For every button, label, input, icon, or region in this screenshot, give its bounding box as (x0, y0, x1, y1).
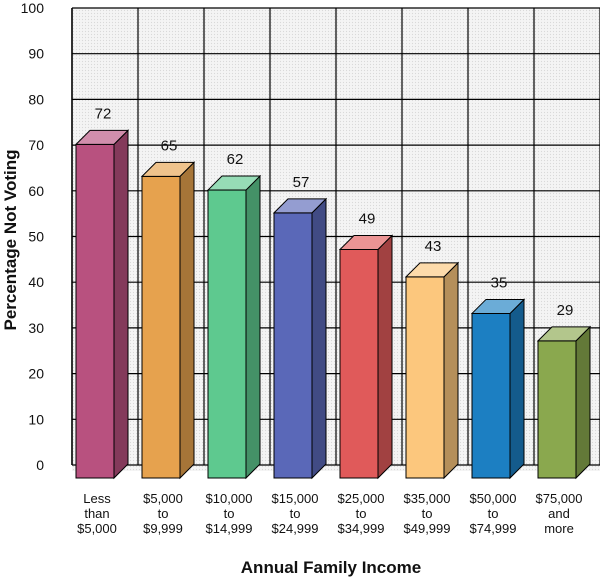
bar-value-label: 29 (557, 302, 574, 319)
bar (140, 161, 196, 480)
y-tick-label: 50 (28, 229, 44, 245)
y-tick-label: 100 (21, 0, 45, 16)
y-tick-label: 40 (28, 274, 44, 290)
y-tick-label: 10 (28, 411, 44, 427)
bar (338, 234, 394, 480)
bar-value-label: 57 (293, 174, 310, 191)
x-tick-label: Less than $5,000 (77, 491, 117, 536)
y-axis-ticks: 0 10 20 30 40 50 60 70 80 90 100 (21, 0, 45, 473)
x-axis-ticks: Less than $5,000 $5,000 to $9,999 $10,000 to $14… (77, 491, 582, 536)
x-tick-label: $25,000 to $34,999 (338, 491, 385, 536)
y-tick-label: 30 (28, 320, 44, 336)
bar-value-label: 65 (161, 137, 178, 154)
x-tick-label: $10,000 to $14,999 (206, 491, 253, 536)
x-tick-label: $50,000 to $74,999 (470, 491, 517, 536)
y-tick-label: 80 (28, 91, 44, 107)
bar (536, 325, 592, 480)
bars: 72 65 62 57 49 43 35 29 (74, 105, 592, 480)
y-tick-label: 0 (36, 457, 44, 473)
y-tick-label: 70 (28, 137, 44, 153)
x-tick-label: $75,000 and more (536, 491, 583, 536)
y-tick-label: 60 (28, 183, 44, 199)
x-tick-label: $15,000 to $24,999 (272, 491, 319, 536)
bar-value-label: 43 (425, 238, 442, 255)
bar (404, 261, 460, 480)
y-axis-title: Percentage Not Voting (1, 149, 20, 330)
x-tick-label: $35,000 to $49,999 (404, 491, 451, 536)
bar (470, 298, 526, 480)
bar-value-label: 35 (491, 274, 508, 291)
x-axis-title: Annual Family Income (241, 558, 421, 577)
bar (74, 129, 130, 480)
bar (272, 197, 328, 480)
bar-value-label: 49 (359, 210, 376, 227)
x-tick-label: $5,000 to $9,999 (143, 491, 183, 536)
bar (206, 174, 262, 480)
y-tick-label: 20 (28, 366, 44, 382)
bar-value-label: 72 (95, 105, 112, 122)
bar-value-label: 62 (227, 151, 244, 168)
y-tick-label: 90 (28, 46, 44, 62)
